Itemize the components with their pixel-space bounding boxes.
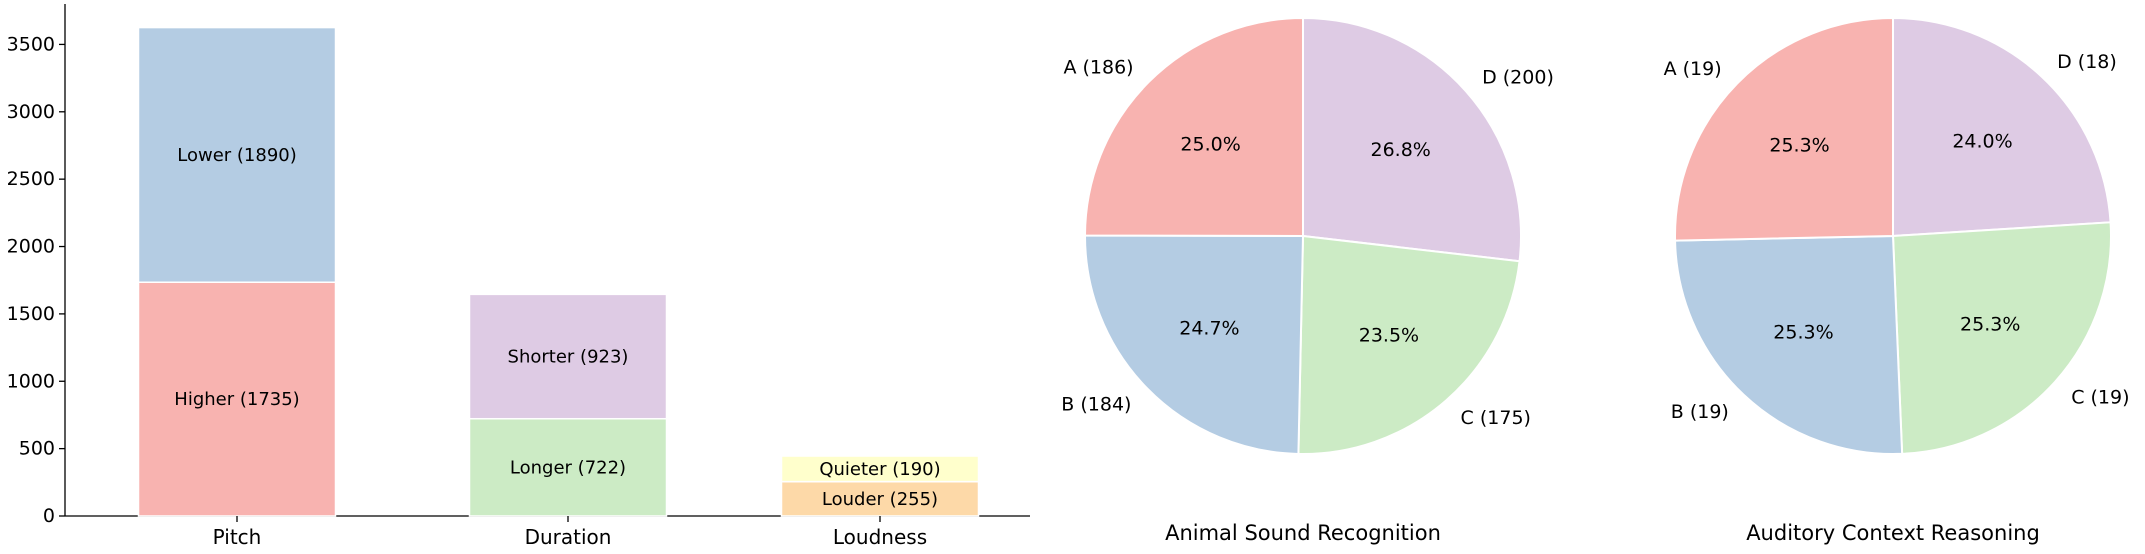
pie-percent-label: 26.8% — [1371, 139, 1431, 161]
pie-chart-auditory-context-reasoning: 24.0% D (18) 25.3% C (19) 25.3% B (19) 25.3% A … — [1664, 16, 2130, 545]
y-tick-label: 3000 — [7, 101, 55, 123]
pie-slice-label: D (18) — [2057, 51, 2117, 73]
bar-segment-label: Lower (1890) — [177, 145, 297, 166]
pie-slice-label: C (175) — [1461, 407, 1531, 429]
bar-segment-quieter-190 — [780, 455, 980, 483]
x-tick-label: Loudness — [833, 525, 927, 549]
y-tick-label: 1000 — [7, 370, 55, 392]
x-tick-label: Duration — [525, 525, 612, 549]
y-tick-label: 2500 — [7, 168, 55, 190]
bar-segment-shorter-923 — [468, 293, 668, 420]
pie-percent-label: 25.3% — [1960, 314, 2020, 336]
bar-segment-lower-1890 — [137, 26, 337, 283]
y-tick-label: 3500 — [7, 33, 55, 55]
pie-slice-label: A (186) — [1063, 56, 1133, 78]
y-tick-label: 2000 — [7, 236, 55, 258]
y-tick-label: 500 — [19, 438, 55, 460]
pie-slice-a-186 — [1083, 16, 1304, 238]
pie-slice-c-19 — [1891, 221, 2112, 455]
pie-slice-label: B (19) — [1671, 401, 1729, 423]
pie-percent-label: 24.0% — [1952, 131, 2012, 153]
pie-percent-label: 25.3% — [1773, 321, 1833, 343]
pie-title: Animal Sound Recognition — [1165, 521, 1441, 545]
pie-slice-label: A (19) — [1664, 58, 1722, 80]
bar-segment-longer-722 — [468, 417, 668, 517]
pie-slice-d-200 — [1302, 16, 1523, 263]
pie-percent-label: 23.5% — [1359, 325, 1419, 347]
pie-slice-b-184 — [1083, 234, 1305, 455]
bar-segment-label: Higher (1735) — [174, 389, 299, 410]
bar-segment-label: Shorter (923) — [508, 347, 629, 368]
pie-slice-b-19 — [1674, 234, 1904, 455]
pie-slice-c-175 — [1297, 234, 1521, 455]
pie-slice-label: D (200) — [1482, 67, 1554, 89]
pie-title: Auditory Context Reasoning — [1746, 521, 2040, 545]
bar-segment-label: Longer (722) — [510, 457, 626, 478]
pie-slice-a-19 — [1674, 16, 1894, 242]
stacked-bar-chart: 0 500 1000 1500 2000 2500 3000 3500 Higher (1735… — [7, 4, 1030, 549]
y-tick-label: 1500 — [7, 303, 55, 325]
pie-chart-animal-sound-recognition: 26.8% D (200) 23.5% C (175) 24.7% B (184) 25.0… — [1061, 16, 1554, 545]
pie-slice-d-18 — [1892, 16, 2112, 238]
y-tick-label: 0 — [43, 505, 55, 527]
bar-segment-label: Quieter (190) — [819, 459, 940, 480]
bar-segment-label: Louder (255) — [822, 489, 938, 510]
pie-slice-label: B (184) — [1061, 394, 1131, 416]
x-tick-label: Pitch — [213, 525, 262, 549]
pie-percent-label: 25.0% — [1180, 133, 1240, 155]
pie-slice-label: C (19) — [2071, 386, 2129, 408]
pie-percent-label: 24.7% — [1179, 317, 1239, 339]
pie-percent-label: 25.3% — [1769, 134, 1829, 156]
